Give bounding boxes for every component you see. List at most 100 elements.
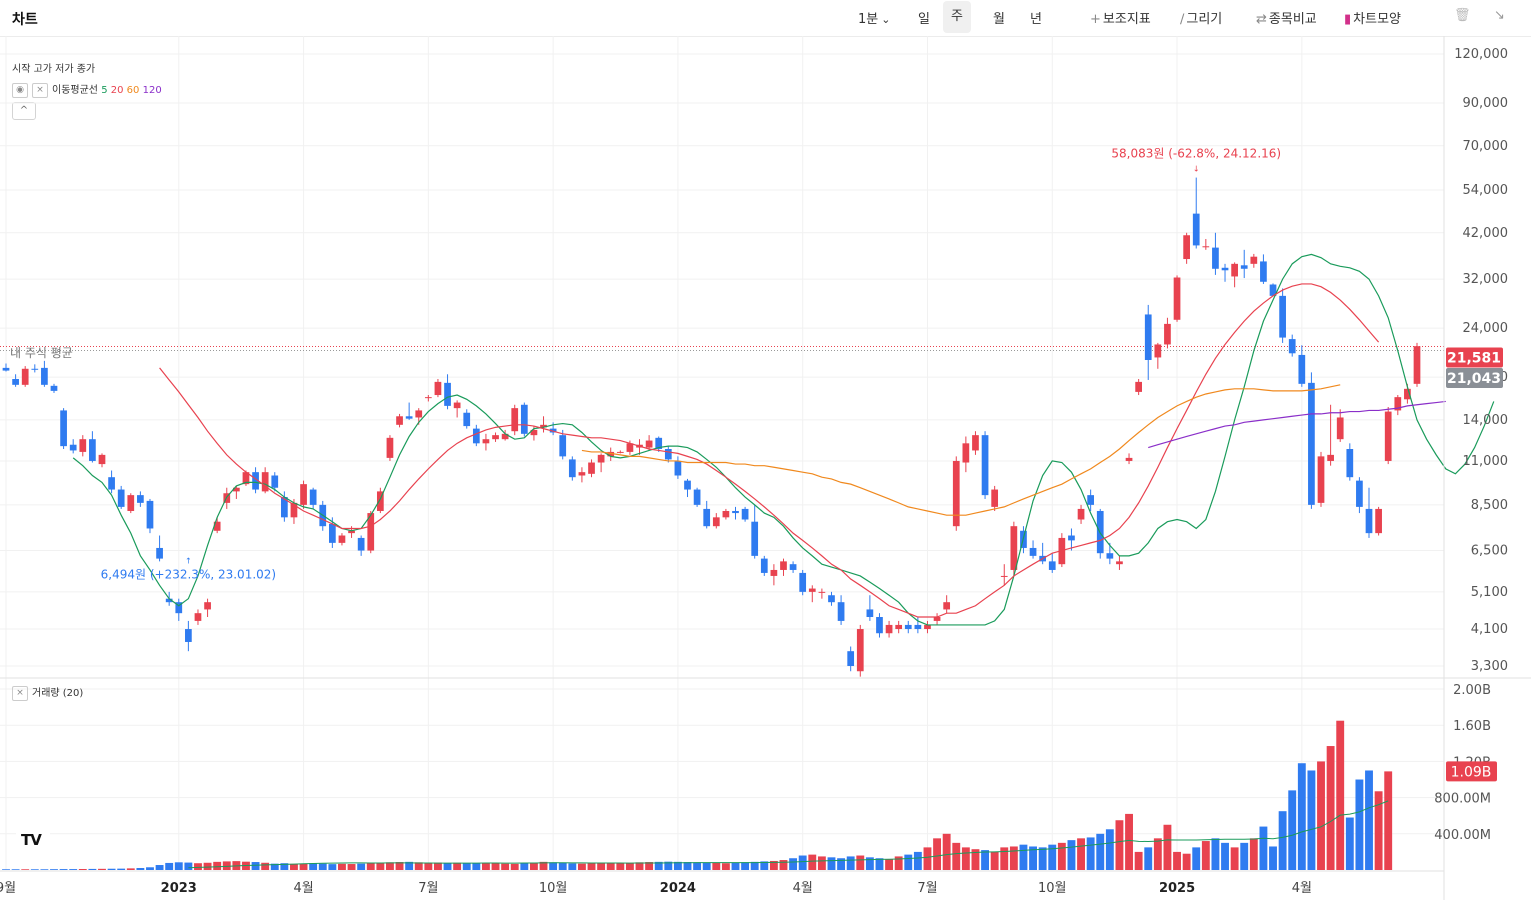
candle-body (808, 588, 816, 592)
candle-body (818, 591, 826, 593)
price-tick-label: 32,000 (1463, 272, 1509, 287)
chart-title: 차트 (12, 12, 38, 28)
volume-bar (1000, 847, 1009, 870)
candle-body (1308, 382, 1315, 505)
candle-body (156, 547, 163, 559)
candle-body (146, 500, 154, 529)
volume-bar (760, 861, 769, 870)
candle-body (165, 598, 173, 603)
interval-select[interactable]: 1분 ⌄ (858, 8, 890, 27)
tab-week-label: 주 (951, 9, 963, 24)
volume-bar (654, 861, 663, 870)
candle-body (98, 454, 106, 465)
close-icon[interactable]: × (12, 685, 28, 701)
candle-body (962, 443, 970, 463)
candle-body (1269, 284, 1277, 296)
volume-bar (1182, 853, 1191, 870)
price-tick-label: 5,100 (1471, 585, 1508, 600)
candle-body (1231, 263, 1238, 277)
volume-bar (549, 862, 558, 870)
time-tick-label: 9월 (0, 881, 16, 896)
candle-body (194, 613, 202, 621)
volume-bar (817, 856, 826, 870)
volume-tick-label: 1.20B (1453, 755, 1491, 770)
candle-body (722, 510, 730, 518)
indicator-button[interactable]: + 보조지표 (1090, 8, 1151, 27)
high-annotation: 58,083원 (-62.8%, 24.12.16) (1111, 147, 1281, 161)
draw-button[interactable]: ∕ 그리기 (1180, 8, 1222, 27)
tab-week[interactable]: 주 (943, 1, 971, 33)
volume-bar (856, 855, 865, 870)
candle-body (463, 412, 471, 427)
volume-bar (933, 838, 942, 870)
collapse-icon[interactable]: ↘ (1494, 8, 1505, 23)
price-tick-label: 24,000 (1463, 321, 1509, 336)
volume-bar (750, 861, 759, 870)
collapse-legend-button[interactable]: ^ (12, 102, 36, 120)
volume-bar (1345, 817, 1354, 870)
time-tick-label: 4월 (1292, 881, 1312, 896)
price-tick-label: 8,500 (1471, 498, 1508, 513)
candle-body (137, 495, 144, 503)
compare-button[interactable]: ⇄ 종목비교 (1256, 8, 1317, 27)
candle-body (732, 510, 739, 514)
pencil-icon: ∕ (1180, 12, 1185, 27)
price-tick-label: 14,000 (1463, 413, 1509, 428)
volume-bar (232, 861, 241, 870)
volume-bar (357, 863, 366, 870)
volume-bar (117, 868, 126, 870)
candle-body (626, 443, 634, 452)
candle-body (933, 617, 941, 621)
candle-body (856, 629, 864, 672)
eye-off-icon[interactable]: ◉ (12, 82, 28, 98)
candle-body (1048, 561, 1056, 570)
close-icon[interactable]: × (32, 82, 48, 98)
volume-bar (213, 861, 222, 870)
candle-body (233, 487, 240, 492)
volume-bar (1048, 844, 1057, 870)
volume-bar (126, 868, 135, 870)
volume-bar (1249, 838, 1258, 870)
interval-label: 1분 (858, 12, 879, 27)
candle-icon: ▮ (1344, 12, 1352, 27)
volume-bar (913, 851, 922, 870)
volume-bar (395, 862, 404, 870)
volume-bar (1115, 820, 1124, 870)
candle-body (1068, 535, 1075, 541)
volume-bar (1038, 847, 1047, 870)
draw-label: 그리기 (1186, 12, 1223, 27)
tab-month[interactable]: 월 (993, 8, 1005, 27)
candle-body (559, 435, 567, 457)
ma20-label: 20 (110, 85, 124, 96)
volume-bar (520, 863, 529, 870)
volume-bar (568, 863, 577, 870)
volume-bar (510, 863, 519, 870)
volume-tick-label: 2.00B (1453, 683, 1491, 698)
volume-bar (472, 863, 481, 870)
chart-style-button[interactable]: ▮ 차트모양 (1344, 8, 1401, 27)
volume-bar (1230, 847, 1239, 870)
volume-bar (558, 862, 567, 870)
volume-bar (481, 863, 490, 870)
volume-label: 거래량 (20) (32, 688, 84, 699)
volume-bar (222, 861, 231, 870)
volume-bar (328, 864, 337, 870)
volume-bar (1355, 779, 1364, 870)
candle-body (655, 437, 663, 450)
volume-bar (606, 862, 615, 870)
tab-day[interactable]: 일 (918, 8, 930, 27)
volume-bar (453, 862, 462, 870)
top-toolbar: 차트 1분 ⌄ 일 주 월 년 + 보조지표 ∕ 그리기 ⇄ 종목비교 ▮ 차트모양 🗑 … (0, 0, 1531, 37)
trash-icon[interactable]: 🗑 (1454, 8, 1471, 23)
volume-bar (318, 863, 327, 870)
volume-bar (577, 863, 586, 870)
volume-bar (664, 861, 673, 870)
volume-bar (290, 863, 298, 870)
candle-body (41, 367, 48, 385)
candle-body (31, 368, 39, 370)
volume-bar (1336, 720, 1345, 870)
candle-body (712, 517, 720, 527)
volume-bars (2, 720, 1393, 870)
tab-year[interactable]: 년 (1030, 8, 1042, 27)
